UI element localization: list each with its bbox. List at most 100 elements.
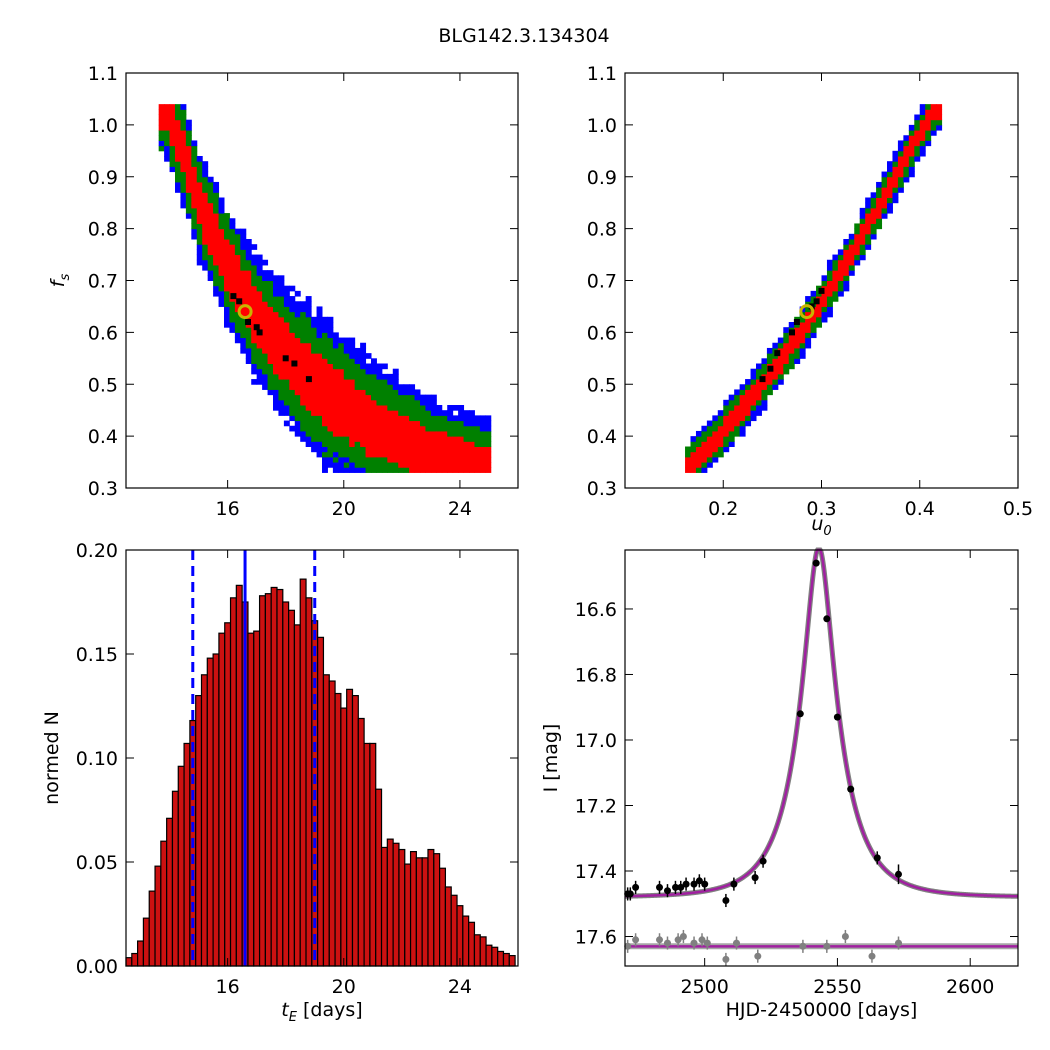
density-cell [229,233,236,240]
density-cell [734,420,741,427]
histogram-bar [154,865,162,967]
density-cell [316,332,323,339]
density-cell [805,316,812,323]
density-cell [338,368,345,375]
density-cell [305,301,312,307]
density-cell [794,327,801,333]
density-cell [316,373,323,380]
density-cell [756,363,762,370]
density-cell [311,405,318,411]
density-cell [712,415,719,422]
density-cell [316,322,323,328]
density-cell [169,124,176,131]
density-cell [777,347,784,354]
density-cell [322,430,328,437]
density-cell [777,379,784,385]
density-cell [273,290,279,297]
density-cell [262,322,269,328]
density-cell [240,244,247,250]
density-cell [169,119,176,126]
histogram-bar [299,578,307,967]
density-cell [354,358,361,364]
density-cell [826,264,833,271]
best-sample-point [236,298,243,305]
density-cell [420,410,426,416]
u0-fs-x-label: u0 [811,513,831,539]
y-tick-label: 0.10 [76,748,118,770]
density-cell [485,415,492,422]
histogram-bar [433,853,441,967]
x-tick-label: 0.5 [1003,498,1033,520]
density-cell [343,405,350,411]
density-cell [349,410,356,416]
density-cell [365,384,372,390]
density-cell [283,379,290,385]
residual-point [624,942,632,950]
density-cell [387,394,394,401]
density-cell [213,207,220,214]
histogram-bar [212,653,220,967]
density-cell [256,301,263,307]
density-cell [903,140,910,147]
density-cell [240,249,247,256]
density-cell [300,332,307,339]
density-cell [338,410,345,416]
density-cell [414,456,421,463]
density-cell [810,332,817,339]
density-cell [256,368,263,375]
density-cell [207,244,214,250]
density-cell [392,394,399,401]
y-tick-label: 17.2 [575,795,617,817]
density-cell [202,254,209,261]
density-cell [441,467,448,473]
density-cell [436,420,443,427]
density-cell [332,441,339,447]
density-cell [826,259,833,266]
density-cell [218,207,225,214]
density-cell [919,130,926,136]
density-cell [463,430,470,437]
y-tick-label: 0.6 [88,322,118,344]
density-cell [196,166,203,173]
density-cell [229,249,236,256]
density-cell [256,285,263,292]
density-cell [169,114,176,121]
density-cell [262,347,269,354]
density-cell [452,467,459,473]
density-cell [930,109,937,115]
density-cell [745,399,752,406]
density-cell [420,451,426,458]
density-cell [322,415,328,422]
y-tick-label: 0.5 [587,374,617,396]
density-cell [837,259,844,266]
density-cell [191,181,198,188]
density-cell [897,176,904,183]
density-cell [876,181,883,188]
density-cell [294,405,301,411]
density-cell [783,332,790,339]
density-cell [371,441,377,447]
density-cell [316,363,323,370]
density-cell [283,394,290,401]
density-cell [240,296,247,302]
y-tick-label: 0.3 [587,478,617,500]
density-cell [381,405,388,411]
density-cell [734,425,741,432]
density-cell [322,342,328,349]
best-sample-point [759,376,766,383]
density-cell [185,124,192,131]
density-cell [278,296,285,302]
density-cell [403,394,410,401]
y-tick-label: 17.6 [575,927,617,949]
density-cell [712,436,719,442]
density-cell [425,446,432,453]
density-cell [474,420,481,427]
density-cell [273,337,279,344]
density-cell [354,379,361,385]
density-cell [338,337,345,344]
lightcurve-y-ticks: 16.616.817.017.217.417.6 [575,599,1018,949]
density-cell [381,436,388,442]
density-cell [273,280,279,287]
density-cell [870,228,877,235]
density-cell [409,436,416,442]
